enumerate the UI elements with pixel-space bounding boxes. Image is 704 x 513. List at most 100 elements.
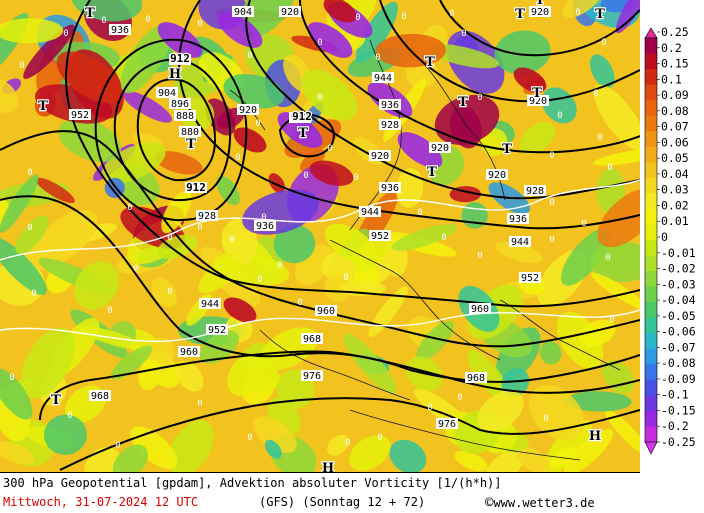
- contour-label-bg: [519, 272, 541, 283]
- low-pressure-mark: T: [186, 137, 196, 152]
- legend-swatch: [645, 146, 657, 163]
- zero-value-label: 0: [115, 441, 120, 451]
- contour-label-bg: [486, 169, 508, 180]
- contour-label-bg: [178, 346, 200, 357]
- zero-value-label: 0: [543, 414, 548, 424]
- low-pressure-mark: T: [427, 165, 437, 180]
- zero-value-label: 0: [327, 144, 332, 154]
- legend-label: 0.05: [661, 151, 689, 165]
- low-pressure-mark: T: [38, 99, 48, 114]
- contour-label-bg: [301, 333, 323, 344]
- contour-label: 960: [180, 347, 198, 358]
- contour-label-bg: [169, 98, 191, 109]
- contour-label: 928: [198, 211, 216, 222]
- contour-label-bg: [279, 6, 301, 17]
- legend-swatch: [645, 69, 657, 86]
- zero-value-label: 0: [601, 38, 606, 48]
- model-run: (GFS) (Sonntag 12 + 72): [259, 495, 426, 509]
- contour-label: 912: [171, 55, 189, 66]
- legend-label: 0.06: [661, 135, 689, 149]
- legend-swatch: [645, 271, 657, 288]
- legend-label: 0.25: [661, 25, 689, 39]
- low-pressure-mark: T: [515, 7, 525, 22]
- contour-label: 880: [181, 127, 199, 138]
- contour-label: 912: [187, 183, 205, 194]
- zero-value-label: 0: [197, 399, 202, 409]
- contour-label-bold: 912: [292, 110, 312, 123]
- contour-label: 944: [361, 207, 379, 218]
- contour-line: [0, 130, 640, 348]
- legend-max-arrow: [644, 27, 658, 39]
- contour-label: 944: [201, 299, 219, 310]
- legend-label: 0: [661, 230, 668, 244]
- credit-link[interactable]: ©www.wetter3.de: [485, 495, 595, 511]
- contour-label: 936: [381, 100, 399, 111]
- low-pressure-mark: T: [458, 95, 468, 110]
- low-pressure-mark: T: [85, 6, 95, 21]
- zero-value-label: 0: [297, 298, 302, 308]
- contour-line: [299, 0, 640, 154]
- legend-label: 0.09: [661, 88, 689, 102]
- legend-swatch: [645, 302, 657, 319]
- color-legend: 0.25 0.2 0.150.1 0.09 0.08 0.070.06 0.05 0.04 0.…: [644, 25, 696, 455]
- contour-label: 888: [176, 111, 194, 122]
- zero-value-label: 0: [477, 251, 482, 261]
- contour-label-bg: [379, 99, 401, 110]
- contour-label-bg: [89, 390, 111, 401]
- contour-label: 936: [111, 25, 129, 36]
- contour-label: 976: [438, 419, 456, 430]
- legend-label: -0.01: [661, 246, 696, 260]
- zero-value-label: 0: [401, 12, 406, 22]
- zero-value-label: 0: [101, 16, 106, 26]
- zero-value-label: 0: [303, 171, 308, 181]
- legend-swatch: [645, 162, 657, 179]
- legend-swatch: [645, 395, 657, 412]
- zero-value-label: 0: [355, 13, 360, 23]
- contour-label-bg: [237, 104, 259, 115]
- contour-label-bg: [206, 324, 228, 335]
- legend-label: -0.06: [661, 325, 696, 339]
- contour-label: 960: [471, 304, 489, 315]
- zero-line: [0, 309, 640, 342]
- contour-label-bg: [169, 54, 191, 65]
- legend-label: -0.04: [661, 293, 696, 307]
- copyright-icon: ©: [485, 495, 494, 511]
- contour-label-bold: 912: [170, 52, 190, 65]
- legend-swatch: [645, 193, 657, 210]
- contour-line: [0, 195, 640, 383]
- zero-value-label: 0: [27, 223, 32, 233]
- contour-label-bg: [524, 185, 546, 196]
- map-date: Mittwoch, 31-07-2024 12 UTC: [3, 495, 199, 509]
- contour-label: 952: [521, 273, 539, 284]
- high-pressure-mark: H: [322, 461, 334, 472]
- contour-label: 976: [303, 371, 321, 382]
- legend-swatch: [645, 38, 657, 54]
- legend-label: -0.07: [661, 340, 696, 354]
- legend-swatch: [645, 115, 657, 132]
- legend-swatch: [645, 348, 657, 365]
- geopotential-contours: [0, 0, 640, 471]
- zero-value-label: 0: [375, 53, 380, 63]
- zero-value-label: 0: [343, 273, 348, 283]
- contour-label-bg: [232, 6, 254, 17]
- contour-line: [439, 0, 640, 57]
- contour-label: 904: [234, 7, 252, 18]
- zero-value-label: 0: [27, 168, 32, 178]
- zero-value-label: 0: [167, 233, 172, 243]
- zero-value-label: 0: [593, 89, 598, 99]
- low-pressure-mark: T: [425, 55, 435, 70]
- zero-value-label: 0: [197, 223, 202, 233]
- contour-label-bg: [372, 72, 394, 83]
- legend-label: -0.02: [661, 262, 696, 276]
- contour-label-bg: [254, 220, 276, 231]
- legend-swatch: [645, 100, 657, 117]
- legend-swatch: [645, 333, 657, 350]
- low-pressure-mark: T: [51, 393, 61, 408]
- legend-label: 0.15: [661, 57, 689, 71]
- legend-min-arrow: [644, 441, 658, 455]
- contour-label-bg: [289, 112, 311, 123]
- legend-label: -0.25: [661, 435, 696, 449]
- zero-value-label: 0: [255, 119, 260, 129]
